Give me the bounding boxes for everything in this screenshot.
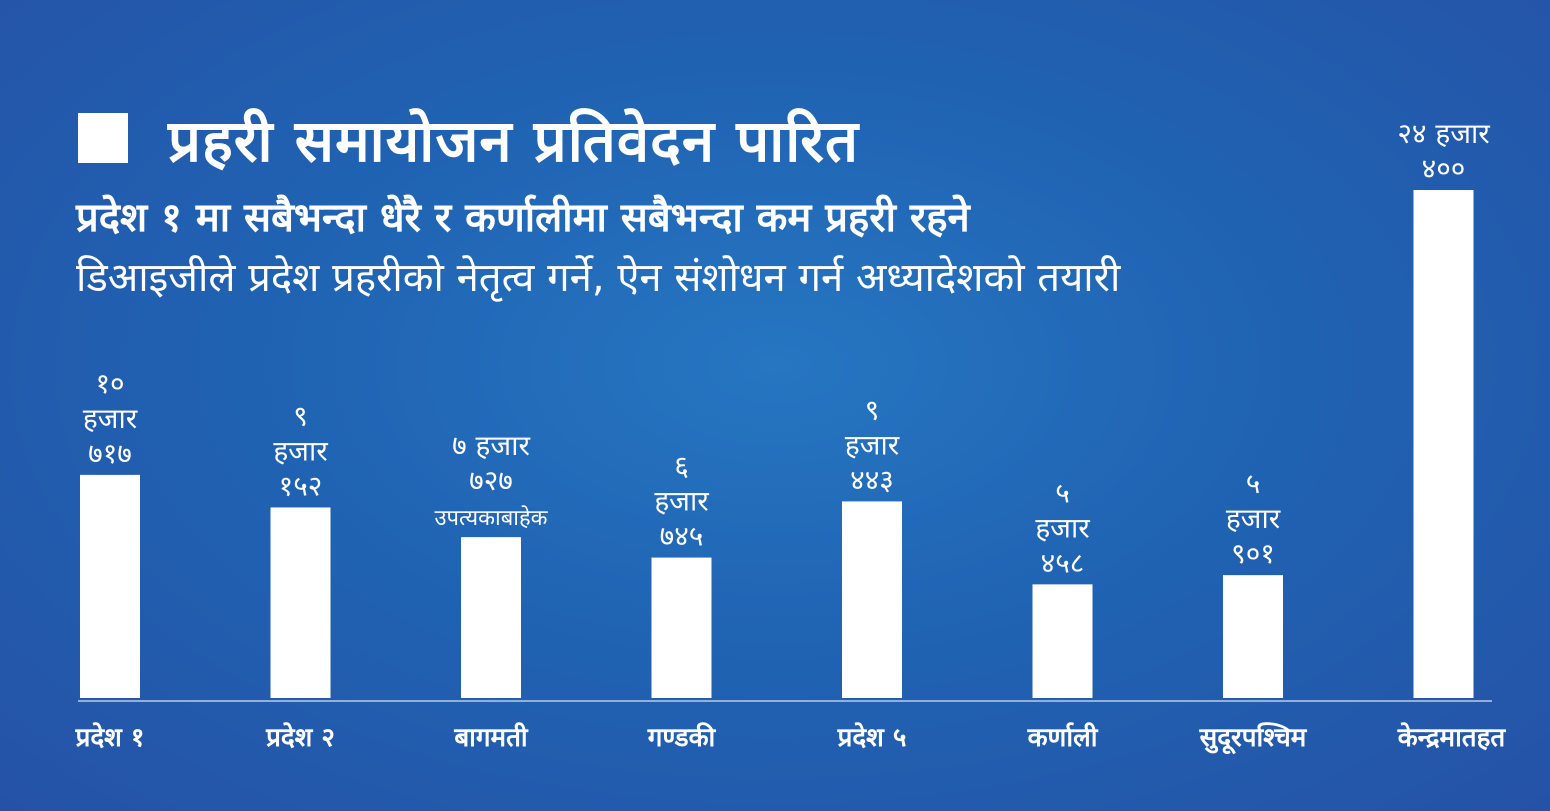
data-label: १५२ xyxy=(279,469,323,502)
data-label: ४५८ xyxy=(1041,546,1085,579)
bar xyxy=(80,474,140,698)
category-label: सुदूरपश्चिम xyxy=(1199,722,1308,755)
chart-subtitle: प्रदेश १ मा सबैभन्दा धेरै र कर्णालीमा सब… xyxy=(76,195,970,241)
data-label: ५ xyxy=(1246,467,1261,500)
data-label: ५ xyxy=(1055,476,1070,509)
data-label: हजार xyxy=(273,434,328,467)
data-label: २४ हजार xyxy=(1397,117,1490,150)
bar xyxy=(461,537,521,698)
headline: प्रहरी समायोजन प्रतिवेदन पारित xyxy=(78,98,859,178)
bar xyxy=(1223,575,1283,698)
data-label: ६ xyxy=(674,450,689,483)
bar xyxy=(1413,190,1474,698)
category-label: केन्द्रमातहत xyxy=(1397,722,1507,753)
bullet-square-icon xyxy=(78,113,128,163)
chart-title: प्रहरी समायोजन प्रतिवेदन पारित xyxy=(168,106,860,175)
data-label: ७१७ xyxy=(88,437,132,470)
category-label: प्रदेश २ xyxy=(265,722,335,753)
data-label: ९ xyxy=(293,399,308,432)
category-label: प्रदेश १ xyxy=(75,722,145,753)
data-label: १० xyxy=(95,367,124,400)
data-label: ७ हजार xyxy=(452,429,530,462)
data-label: हजार xyxy=(845,428,900,461)
data-label: ४४३ xyxy=(850,463,894,496)
bar xyxy=(1032,584,1093,698)
data-label: ७४५ xyxy=(660,520,704,553)
data-label: हजार xyxy=(654,485,709,518)
data-label: हजार xyxy=(1226,502,1281,535)
data-label: ४०० xyxy=(1422,152,1466,185)
data-label: उपत्यकाबाहेक xyxy=(434,505,548,531)
data-label: ७२७ xyxy=(469,464,513,497)
bar xyxy=(651,557,712,698)
category-label: बागमती xyxy=(453,722,529,753)
data-label: हजार xyxy=(83,402,138,435)
data-label: हजार xyxy=(1035,511,1090,544)
category-label: कर्णाली xyxy=(1027,722,1099,753)
category-label: गण्डकी xyxy=(647,722,717,753)
data-label: ९ xyxy=(865,393,880,426)
chart-subtitle-secondary: डिआइजीले प्रदेश प्रहरीको नेतृत्व गर्ने, … xyxy=(76,255,1121,301)
bar xyxy=(270,507,331,698)
category-label: प्रदेश ५ xyxy=(837,722,907,753)
bar xyxy=(842,501,902,698)
data-label: ९०१ xyxy=(1231,537,1275,570)
